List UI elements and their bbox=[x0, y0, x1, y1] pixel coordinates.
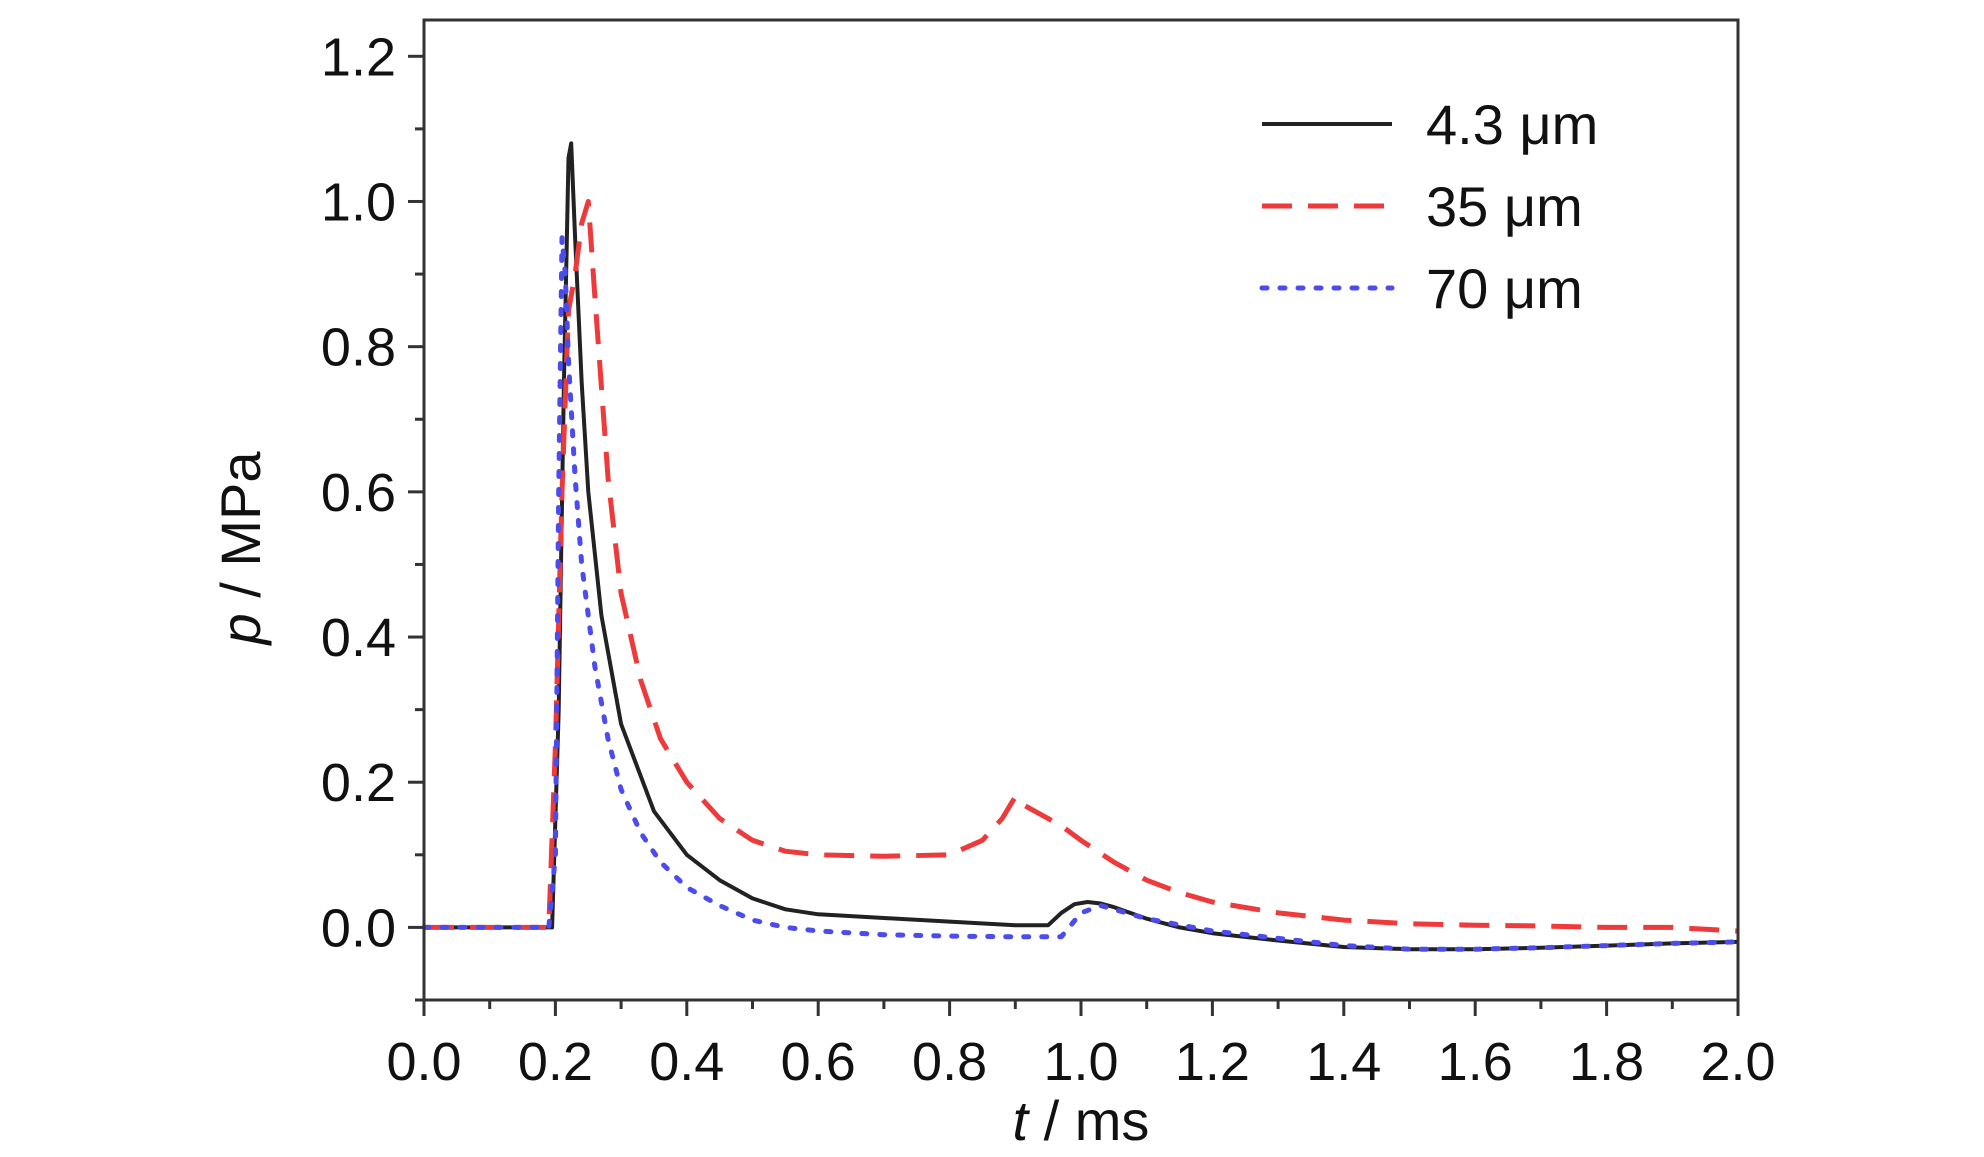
x-tick-label: 2.0 bbox=[1700, 1032, 1775, 1092]
series-line-2 bbox=[424, 199, 1739, 934]
y-axis-unit: / MPa bbox=[209, 451, 272, 614]
x-tick-label: 0.0 bbox=[386, 1032, 461, 1092]
series-layer bbox=[421, 141, 1741, 952]
x-tick-label: 1.8 bbox=[1569, 1032, 1644, 1092]
x-tick-label: 1.4 bbox=[1306, 1032, 1381, 1092]
y-tick-label: 0.4 bbox=[321, 608, 396, 668]
y-tick-label: 0.2 bbox=[321, 753, 396, 813]
series-line-3 bbox=[421, 235, 1741, 952]
legend-label-1: 4.3 μm bbox=[1426, 93, 1598, 156]
x-tick-label: 1.6 bbox=[1438, 1032, 1513, 1092]
x-tick-label: 0.2 bbox=[518, 1032, 593, 1092]
series-line-1 bbox=[424, 141, 1739, 952]
x-axis-var: t bbox=[1013, 1089, 1031, 1152]
x-axis-unit: / ms bbox=[1028, 1089, 1149, 1152]
x-axis-label: t / ms bbox=[1013, 1089, 1150, 1152]
y-tick-label: 0.6 bbox=[321, 463, 396, 523]
y-tick-label: 1.0 bbox=[321, 172, 396, 232]
legend-label-2: 35 μm bbox=[1426, 175, 1583, 238]
y-tick-label: 0.0 bbox=[321, 898, 396, 958]
legend: 4.3 μm 35 μm 70 μm bbox=[1259, 93, 1598, 320]
x-tick-label: 0.4 bbox=[649, 1032, 724, 1092]
x-tick-label: 0.6 bbox=[781, 1032, 856, 1092]
x-tick-label: 1.0 bbox=[1043, 1032, 1118, 1092]
ticks-layer: 0.0 0.2 0.4 0.6 0.8 1.0 1.2 1.4 1.6 1.8 2.0 0.0 0.2 0… bbox=[321, 27, 1776, 1092]
y-axis-var: p bbox=[209, 613, 272, 646]
x-tick-label: 1.2 bbox=[1175, 1032, 1250, 1092]
x-tick-label: 0.8 bbox=[912, 1032, 987, 1092]
y-axis-label: p / MPa bbox=[209, 451, 272, 647]
y-tick-label: 0.8 bbox=[321, 318, 396, 378]
legend-label-3: 70 μm bbox=[1426, 257, 1583, 320]
y-tick-label: 1.2 bbox=[321, 27, 396, 87]
